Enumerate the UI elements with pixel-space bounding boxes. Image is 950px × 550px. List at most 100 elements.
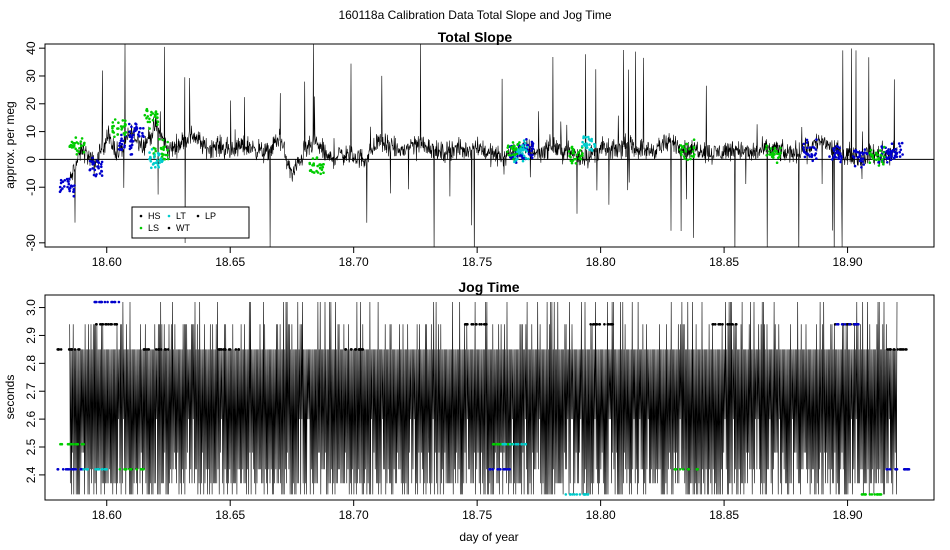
total-slope-point (156, 112, 159, 116)
total-slope-point (321, 165, 325, 169)
total-slope-point (836, 151, 840, 154)
total-slope-point (886, 157, 889, 160)
total-slope-point (880, 154, 883, 157)
jog-time-point (681, 468, 685, 471)
total-slope-point (580, 145, 584, 148)
total-slope-point (128, 133, 132, 137)
jog-time-point (159, 348, 163, 351)
total-slope-point (142, 135, 145, 139)
total-slope-point (685, 142, 689, 146)
jog-time-point (889, 348, 892, 351)
total-slope-point (869, 153, 873, 157)
total-slope-point (73, 142, 77, 145)
jog-time-point (571, 493, 574, 496)
total-slope-point (808, 146, 812, 149)
total-slope-point (802, 148, 806, 152)
total-slope-point (123, 124, 127, 128)
jog-time-point (718, 323, 722, 326)
total-slope-point (163, 157, 167, 161)
total-slope-point (834, 151, 838, 155)
jog-time-point (57, 348, 61, 351)
total-slope-point (522, 154, 526, 158)
total-slope-point (319, 172, 323, 176)
total-slope-point (72, 145, 76, 148)
jog-time-point (575, 493, 579, 496)
total-slope-point (530, 156, 534, 159)
jog-time-point (86, 468, 89, 471)
total-slope-point (897, 142, 901, 145)
jog-time-point (569, 493, 572, 496)
total-slope-point (162, 148, 165, 152)
jog-time-point (79, 468, 82, 471)
jog-time-point (595, 323, 598, 326)
total-slope-point (570, 147, 574, 150)
total-slope-point (160, 160, 164, 164)
total-slope-point (513, 160, 516, 164)
total-slope-point (882, 162, 885, 166)
total-slope-point (832, 149, 836, 153)
total-slope-point (588, 148, 591, 151)
total-slope-point (890, 142, 894, 145)
total-slope-point (530, 149, 533, 153)
total-slope-point (77, 142, 80, 145)
total-slope-y-tick-label: 30 (24, 69, 38, 83)
total-slope-point (71, 185, 74, 188)
jog-time-point (714, 323, 717, 326)
total-slope-point (506, 144, 510, 147)
jog-time-point (237, 348, 240, 351)
jog-time-point (582, 493, 586, 496)
total-slope-point (854, 150, 858, 154)
total-slope-point (529, 154, 532, 157)
total-slope-point (578, 149, 582, 152)
total-slope-x-tick-label: 18.80 (586, 255, 616, 269)
total-slope-point (512, 153, 515, 156)
total-slope-point (578, 157, 581, 160)
total-slope-point (524, 148, 527, 152)
total-slope-point (802, 146, 805, 149)
total-slope-point (693, 153, 696, 156)
total-slope-point (111, 121, 115, 124)
total-slope-point (91, 156, 94, 160)
total-slope-point (861, 157, 865, 160)
total-slope-x-axis: 18.60 18.65 18.70 18.75 18.80 18.85 18.90 (92, 247, 863, 269)
total-slope-point (775, 149, 778, 153)
total-slope-point (120, 126, 124, 130)
total-slope-point (810, 153, 813, 156)
total-slope-point (828, 155, 831, 158)
total-slope-point (79, 140, 83, 143)
total-slope-point (525, 138, 528, 141)
total-slope-point (82, 150, 86, 154)
total-slope-point (311, 157, 315, 160)
total-slope-point (882, 151, 885, 154)
total-slope-point (83, 141, 86, 145)
total-slope-point (582, 135, 585, 138)
total-slope-point (63, 185, 66, 188)
total-slope-point (112, 131, 116, 134)
total-slope-point (518, 141, 521, 144)
total-slope-point (59, 189, 63, 192)
total-slope-point (514, 158, 518, 162)
total-slope-point (100, 169, 103, 173)
total-slope-point (571, 159, 574, 163)
total-slope-point (116, 133, 119, 136)
jog-time-point (848, 323, 852, 326)
total-slope-point (898, 150, 901, 154)
jog-time-point (589, 323, 592, 326)
total-slope-point (683, 147, 687, 151)
jog-time-point (219, 348, 223, 351)
total-slope-point (776, 152, 779, 155)
jog-time-point (61, 468, 65, 471)
jog-time-point (516, 442, 520, 446)
jog-time-trace (69, 301, 898, 495)
total-slope-point (878, 149, 882, 152)
jog-time-point (840, 323, 844, 326)
total-slope-point (163, 145, 167, 149)
total-slope-point (148, 120, 152, 124)
total-slope-point (166, 157, 170, 161)
total-slope-point (512, 157, 515, 161)
total-slope-point (680, 150, 684, 154)
total-slope-point (123, 144, 126, 147)
jog-time-y-tick-label: 2.6 (24, 410, 38, 427)
total-slope-point (531, 144, 534, 148)
total-slope-point (78, 147, 81, 150)
